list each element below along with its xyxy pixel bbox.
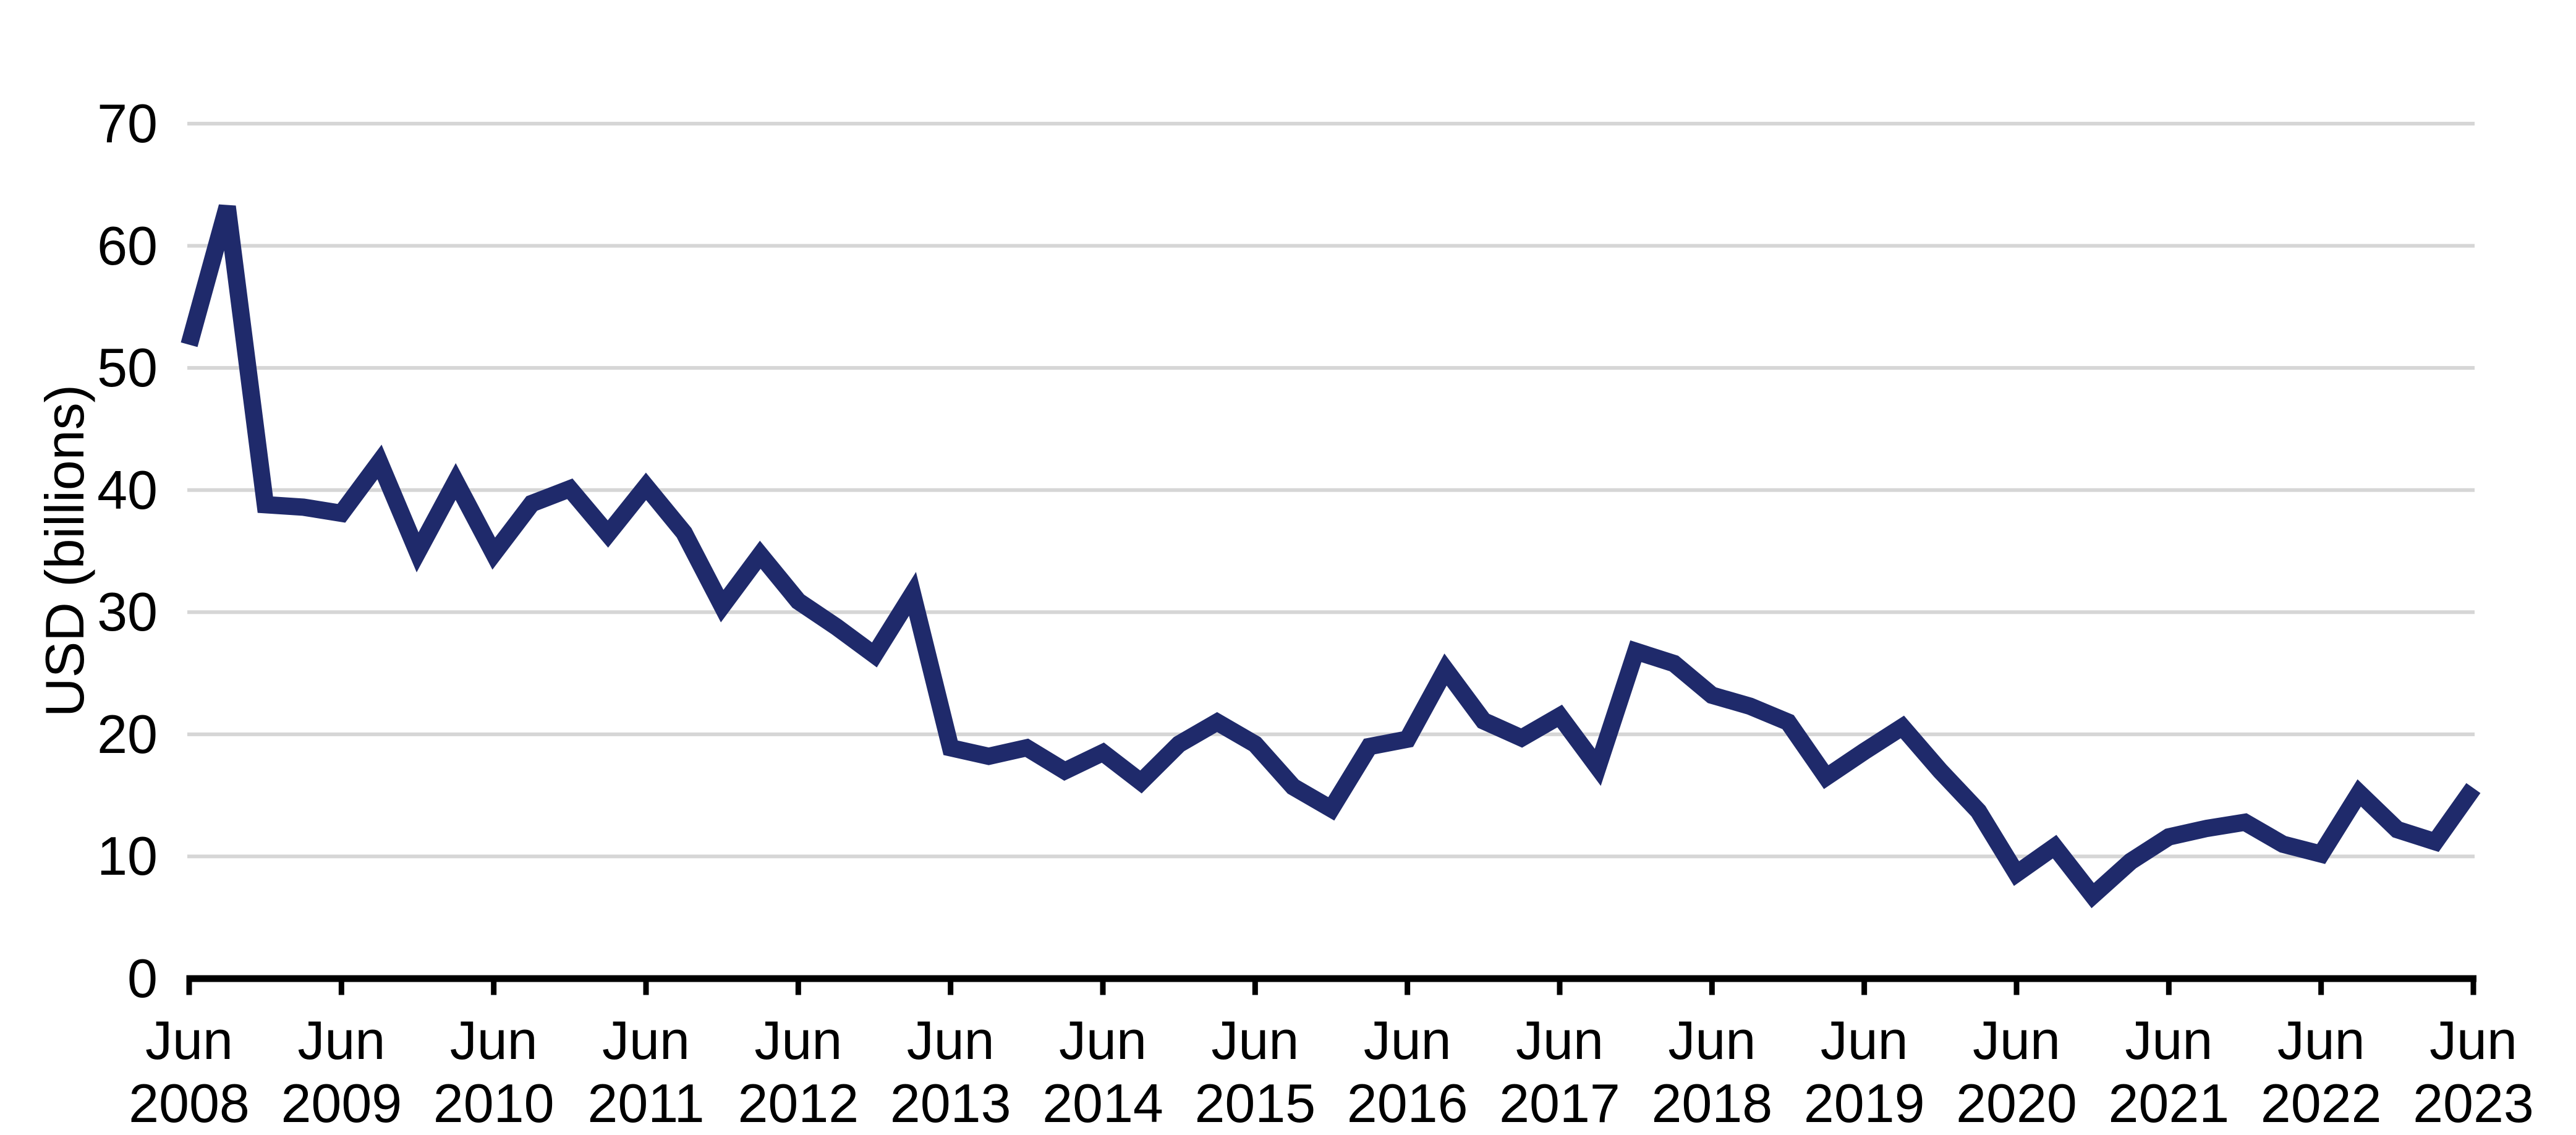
x-axis-tick: [2013, 975, 2020, 995]
x-axis-tick: [1709, 975, 1715, 995]
x-tick-label-2019: Jun 2019: [1772, 1009, 1957, 1135]
x-tick-label-2016: Jun 2016: [1315, 1009, 1500, 1135]
x-tick-label-2023: Jun 2023: [2381, 1009, 2566, 1135]
y-tick-label-20: 20: [97, 703, 158, 765]
x-axis-tick: [491, 975, 497, 995]
x-tick-year: 2016: [1346, 1073, 1468, 1134]
x-axis-tick: [1252, 975, 1258, 995]
x-tick-month: Jun: [145, 1010, 233, 1071]
x-tick-month: Jun: [1516, 1010, 1604, 1071]
x-tick-month: Jun: [754, 1010, 843, 1071]
x-tick-year: 2019: [1803, 1073, 1925, 1134]
x-tick-label-2013: Jun 2013: [858, 1009, 1044, 1135]
x-tick-label-2008: Jun 2008: [96, 1009, 282, 1135]
x-tick-year: 2022: [2260, 1073, 2382, 1134]
x-axis-line: [187, 975, 2476, 982]
x-tick-label-2014: Jun 2014: [1010, 1009, 1196, 1135]
x-tick-month: Jun: [2429, 1010, 2517, 1071]
y-tick-label-70: 70: [97, 93, 158, 154]
data-line-usd-billions: [181, 204, 2481, 909]
x-tick-month: Jun: [1668, 1010, 1756, 1071]
x-tick-month: Jun: [1820, 1010, 1908, 1071]
x-tick-year: 2014: [1042, 1073, 1163, 1134]
x-tick-label-2022: Jun 2022: [2229, 1009, 2414, 1135]
x-tick-year: 2013: [890, 1073, 1011, 1134]
x-tick-year: 2023: [2413, 1073, 2534, 1134]
x-tick-month: Jun: [1973, 1010, 2060, 1071]
x-tick-year: 2010: [433, 1073, 555, 1134]
x-tick-month: Jun: [1059, 1010, 1147, 1071]
x-axis-tick: [2470, 975, 2476, 995]
x-tick-year: 2011: [587, 1073, 705, 1134]
x-axis-tick: [2166, 975, 2172, 995]
x-tick-label-2011: Jun 2011: [553, 1009, 739, 1135]
y-tick-label-40: 40: [97, 459, 158, 521]
x-axis-tick: [643, 975, 649, 995]
y-tick-label-30: 30: [97, 581, 158, 643]
x-axis-tick: [338, 975, 344, 995]
x-axis-tick: [1861, 975, 1868, 995]
x-tick-year: 2021: [2108, 1073, 2230, 1134]
y-tick-label-50: 50: [97, 337, 158, 399]
x-tick-year: 2018: [1651, 1073, 1773, 1134]
x-axis-tick: [795, 975, 801, 995]
x-axis-tick: [186, 975, 192, 995]
x-tick-year: 2017: [1499, 1073, 1620, 1134]
y-tick-label-10: 10: [97, 825, 158, 887]
x-tick-month: Jun: [1363, 1010, 1452, 1071]
x-tick-month: Jun: [906, 1010, 995, 1071]
x-tick-label-2017: Jun 2017: [1467, 1009, 1652, 1135]
x-tick-label-2012: Jun 2012: [705, 1009, 891, 1135]
x-tick-year: 2008: [129, 1073, 250, 1134]
x-tick-label-2018: Jun 2018: [1619, 1009, 1804, 1135]
x-tick-month: Jun: [297, 1010, 386, 1071]
x-axis-tick: [1100, 975, 1106, 995]
x-tick-label-2021: Jun 2021: [2076, 1009, 2261, 1135]
x-tick-year: 2009: [281, 1073, 402, 1134]
x-tick-year: 2015: [1194, 1073, 1316, 1134]
y-tick-label-60: 60: [97, 215, 158, 276]
x-tick-month: Jun: [449, 1010, 538, 1071]
x-axis-tick: [1405, 975, 1411, 995]
x-tick-year: 2012: [738, 1073, 859, 1134]
x-axis-tick: [1557, 975, 1563, 995]
x-tick-label-2015: Jun 2015: [1162, 1009, 1348, 1135]
y-tick-label-0: 0: [127, 948, 158, 1009]
x-tick-label-2009: Jun 2009: [249, 1009, 434, 1135]
x-tick-label-2020: Jun 2020: [1924, 1009, 2109, 1135]
x-tick-month: Jun: [2125, 1010, 2213, 1071]
x-tick-year: 2020: [1956, 1073, 2077, 1134]
x-tick-month: Jun: [2277, 1010, 2365, 1071]
x-tick-month: Jun: [1211, 1010, 1299, 1071]
x-tick-label-2010: Jun 2010: [401, 1009, 587, 1135]
x-axis-tick: [948, 975, 954, 995]
x-tick-month: Jun: [602, 1010, 690, 1071]
x-axis-tick: [2318, 975, 2324, 995]
